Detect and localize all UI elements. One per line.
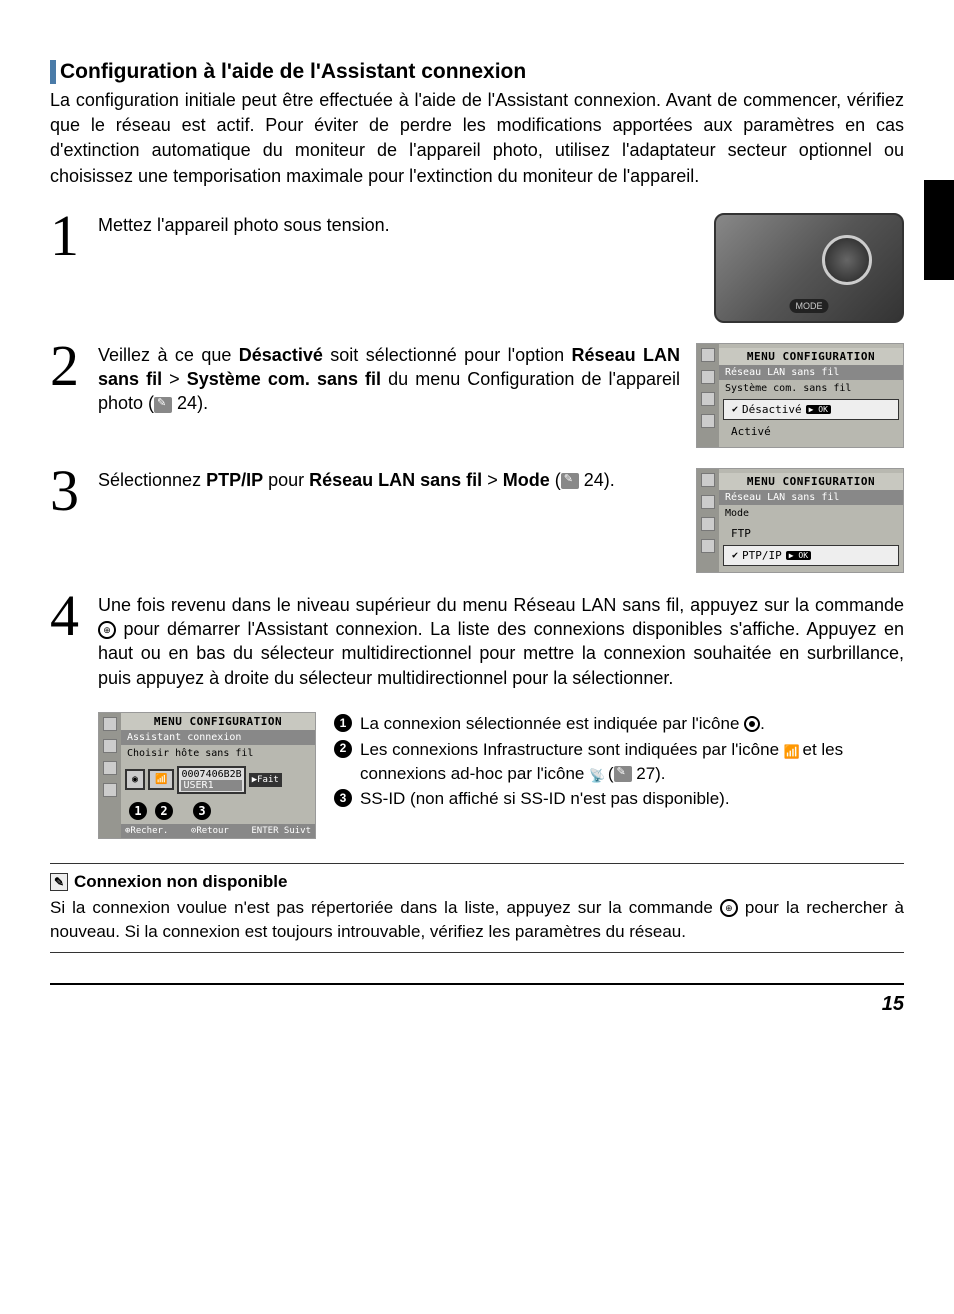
- sidebar-icon: [701, 495, 715, 509]
- reference-icon: [614, 766, 632, 782]
- sidebar-icon: [103, 761, 117, 775]
- menu-screenshot-2: MENU CONFIGURATION Réseau LAN sans fil S…: [696, 343, 904, 448]
- sidebar-icon: [701, 392, 715, 406]
- circle-2: 2: [155, 802, 173, 820]
- page-number: 15: [50, 983, 904, 1016]
- connection-target-icon: ◉: [125, 769, 145, 790]
- sidebar-icon: [701, 414, 715, 428]
- note-box: ✎ Connexion non disponible Si la connexi…: [50, 863, 904, 953]
- step-1-text: Mettez l'appareil photo sous tension.: [98, 213, 698, 237]
- ok-indicator: ▶ OK: [806, 405, 831, 414]
- sidebar-icon: [701, 370, 715, 384]
- intro-paragraph: La configuration initiale peut être effe…: [50, 88, 904, 189]
- step-3-text: Sélectionnez PTP/IP pour Réseau LAN sans…: [98, 468, 680, 492]
- sidebar-icon: [701, 539, 715, 553]
- circle-1: 1: [129, 802, 147, 820]
- menu-header: MENU CONFIGURATION: [719, 348, 903, 365]
- check-icon: ✔: [732, 550, 738, 561]
- antenna-icon: 📶: [784, 743, 798, 757]
- menu-header: MENU CONFIGURATION: [719, 473, 903, 490]
- command-button-icon: ⊕: [98, 621, 116, 639]
- fait-label: ▶Fait: [249, 773, 282, 787]
- menu-sidebar: [697, 344, 719, 447]
- circle-1: 1: [334, 714, 352, 732]
- note-text: Si la connexion voulue n'est pas réperto…: [50, 896, 904, 944]
- check-icon: ✔: [732, 404, 738, 415]
- reference-icon: [154, 397, 172, 413]
- connection-type-icon: 📶: [148, 769, 174, 790]
- sidebar-icon: [103, 717, 117, 731]
- step-number: 4: [50, 593, 86, 690]
- menu-option: Activé: [723, 422, 899, 441]
- step-2-text: Veillez à ce que Désactivé soit sélectio…: [98, 343, 680, 416]
- circle-3: 3: [193, 802, 211, 820]
- sidebar-icon: [701, 517, 715, 531]
- sidebar-icon: [103, 739, 117, 753]
- menu-subtitle: Mode: [719, 505, 903, 522]
- step-number: 3: [50, 468, 86, 514]
- menu-sidebar: [99, 713, 121, 838]
- pencil-icon: ✎: [50, 873, 68, 891]
- step-number: 1: [50, 213, 86, 259]
- wizard-subtitle: Choisir hôte sans fil: [121, 745, 315, 762]
- menu-subheader: Réseau LAN sans fil: [719, 365, 903, 380]
- sidebar-icon: [701, 473, 715, 487]
- step-4-text: Une fois revenu dans le niveau supérieur…: [98, 593, 904, 690]
- connection-ssid-box: 0007406B2B USER1: [177, 766, 245, 794]
- side-tab: [924, 180, 954, 280]
- command-button-icon: ⊕: [720, 899, 738, 917]
- menu-option-selected: ✔ PTP/IP ▶ OK: [723, 545, 899, 566]
- step-4: 4 Une fois revenu dans le niveau supérie…: [50, 593, 904, 839]
- ok-indicator: ▶ OK: [786, 551, 811, 560]
- step-3: 3 Sélectionnez PTP/IP pour Réseau LAN sa…: [50, 468, 904, 573]
- step-number: 2: [50, 343, 86, 389]
- section-title: Configuration à l'aide de l'Assistant co…: [50, 60, 904, 84]
- legend-item-3: 3 SS-ID (non affiché si SS-ID n'est pas …: [334, 787, 904, 811]
- circle-2: 2: [334, 740, 352, 758]
- sidebar-icon: [701, 348, 715, 362]
- legend-item-2: 2 Les connexions Infrastructure sont ind…: [334, 738, 904, 786]
- circle-3: 3: [334, 789, 352, 807]
- menu-sidebar: [697, 469, 719, 572]
- adhoc-icon: 📡: [589, 767, 603, 781]
- menu-screenshot-3: MENU CONFIGURATION Réseau LAN sans fil M…: [696, 468, 904, 573]
- wizard-header: MENU CONFIGURATION: [121, 713, 315, 730]
- target-icon: [744, 716, 760, 732]
- camera-dial-icon: [822, 235, 872, 285]
- menu-subtitle: Système com. sans fil: [719, 380, 903, 397]
- step-2: 2 Veillez à ce que Désactivé soit sélect…: [50, 343, 904, 448]
- wizard-footer: ⊕Recher. ⊙Retour ENTER Suivt: [121, 824, 315, 838]
- sidebar-icon: [103, 783, 117, 797]
- note-title: ✎ Connexion non disponible: [50, 872, 904, 892]
- legend: 1 La connexion sélectionnée est indiquée…: [334, 712, 904, 839]
- wizard-screenshot: MENU CONFIGURATION Assistant connexion C…: [98, 712, 316, 839]
- step-1: 1 Mettez l'appareil photo sous tension. …: [50, 213, 904, 323]
- wizard-subheader: Assistant connexion: [121, 730, 315, 745]
- menu-subheader: Réseau LAN sans fil: [719, 490, 903, 505]
- legend-item-1: 1 La connexion sélectionnée est indiquée…: [334, 712, 904, 736]
- camera-mode-label: MODE: [790, 299, 829, 313]
- menu-option: FTP: [723, 524, 899, 543]
- reference-icon: [561, 473, 579, 489]
- menu-option-selected: ✔ Désactivé ▶ OK: [723, 399, 899, 420]
- camera-illustration: MODE: [714, 213, 904, 323]
